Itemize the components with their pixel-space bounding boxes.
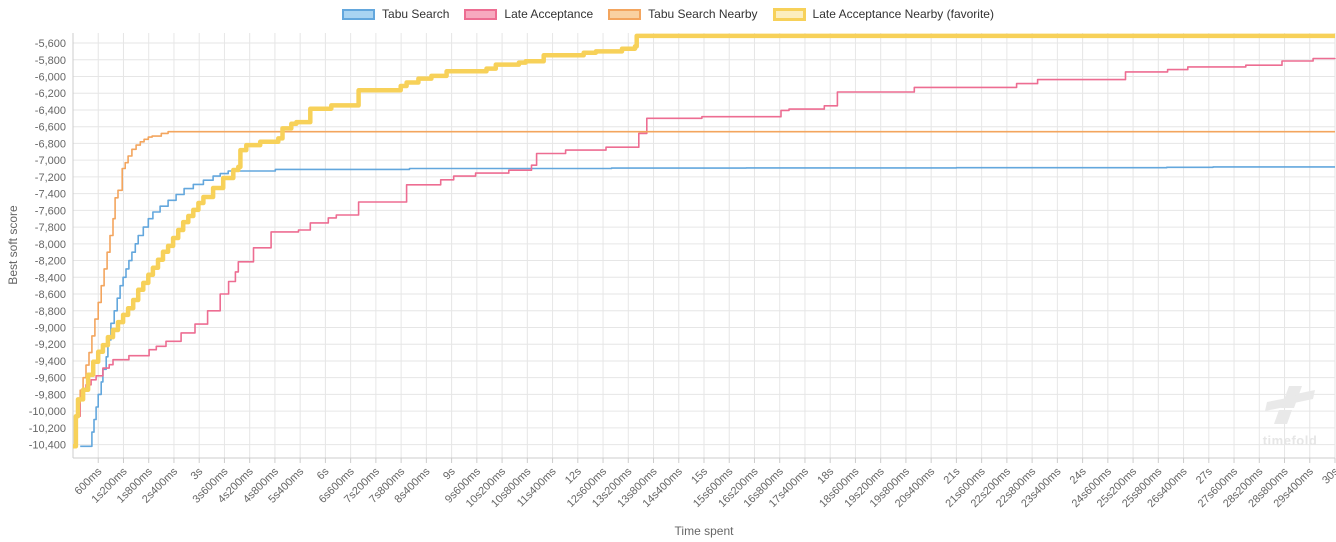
series-lines — [73, 33, 1336, 449]
legend-item-late-acceptance[interactable]: Late Acceptance — [464, 7, 593, 21]
x-tick-label: 21s — [941, 465, 962, 486]
x-tick-label: 24s — [1068, 465, 1089, 486]
y-tick-label: -8,800 — [35, 306, 66, 318]
legend-label: Tabu Search Nearby — [648, 7, 758, 21]
x-tick-label: 18s — [815, 465, 836, 486]
y-tick-label: -6,600 — [35, 122, 66, 134]
x-tick-label: 15s — [689, 465, 710, 486]
y-tick-label: -7,200 — [35, 172, 66, 184]
legend: Tabu Search Late Acceptance Tabu Search Ne… — [0, 7, 1336, 21]
y-tick-label: -5,600 — [35, 38, 66, 50]
y-tick-label: -7,800 — [35, 222, 66, 234]
x-tick-label: 6s — [315, 465, 332, 482]
x-tick-label: 27s — [1194, 465, 1215, 486]
x-tick-label: 9s — [441, 465, 458, 482]
series-line-late-acceptance-nearby-favorite[interactable] — [73, 33, 1335, 449]
x-tick-label: 12s — [563, 465, 584, 486]
legend-label: Late Acceptance Nearby (favorite) — [812, 7, 994, 21]
y-tick-label: -7,000 — [35, 155, 66, 167]
x-tick-label: 3s — [189, 465, 206, 482]
y-tick-label: -8,200 — [35, 256, 66, 268]
legend-swatch-icon — [464, 8, 498, 20]
watermark: timefold — [1248, 384, 1332, 448]
y-tick-label: -6,800 — [35, 138, 66, 150]
series-line-tabu-search[interactable] — [80, 166, 1335, 448]
timefold-logo-icon — [1265, 386, 1315, 424]
legend-label: Tabu Search — [382, 7, 450, 21]
watermark-text: timefold — [1262, 433, 1318, 448]
y-tick-label: -9,200 — [35, 339, 66, 351]
y-tick-label: -9,000 — [35, 322, 66, 334]
legend-swatch-icon — [342, 8, 376, 20]
legend-swatch-icon — [608, 8, 642, 20]
legend-item-tabu-search-nearby[interactable]: Tabu Search Nearby — [608, 7, 758, 21]
legend-swatch-icon — [772, 7, 806, 21]
y-tick-label: -7,400 — [35, 189, 66, 201]
y-axis-title: Best soft score — [6, 205, 20, 285]
legend-item-tabu-search[interactable]: Tabu Search — [342, 7, 449, 21]
y-tick-label: -6,400 — [35, 105, 66, 117]
y-tick-label: -10,000 — [29, 406, 66, 418]
x-tick-label: 30s — [1320, 465, 1336, 486]
y-tick-label: -8,600 — [35, 289, 66, 301]
y-tick-label: -6,000 — [35, 72, 66, 84]
y-tick-label: -5,800 — [35, 55, 66, 67]
y-tick-label: -10,400 — [29, 440, 66, 452]
y-tick-label: -9,400 — [35, 356, 66, 368]
y-tick-label: -9,800 — [35, 389, 66, 401]
y-tick-label: -8,000 — [35, 239, 66, 251]
y-tick-label: -9,600 — [35, 373, 66, 385]
legend-label: Late Acceptance — [504, 7, 594, 21]
y-tick-label: -6,200 — [35, 88, 66, 100]
axes — [72, 33, 1336, 463]
series-line-late-acceptance[interactable] — [73, 57, 1336, 448]
y-tick-label: -8,400 — [35, 272, 66, 284]
legend-item-late-acceptance-nearby-favorite[interactable]: Late Acceptance Nearby (favorite) — [772, 7, 994, 21]
y-tick-label: -7,600 — [35, 205, 66, 217]
x-axis-title: Time spent — [674, 524, 734, 538]
gridlines — [73, 33, 1336, 458]
y-tick-label: -10,200 — [29, 423, 66, 435]
